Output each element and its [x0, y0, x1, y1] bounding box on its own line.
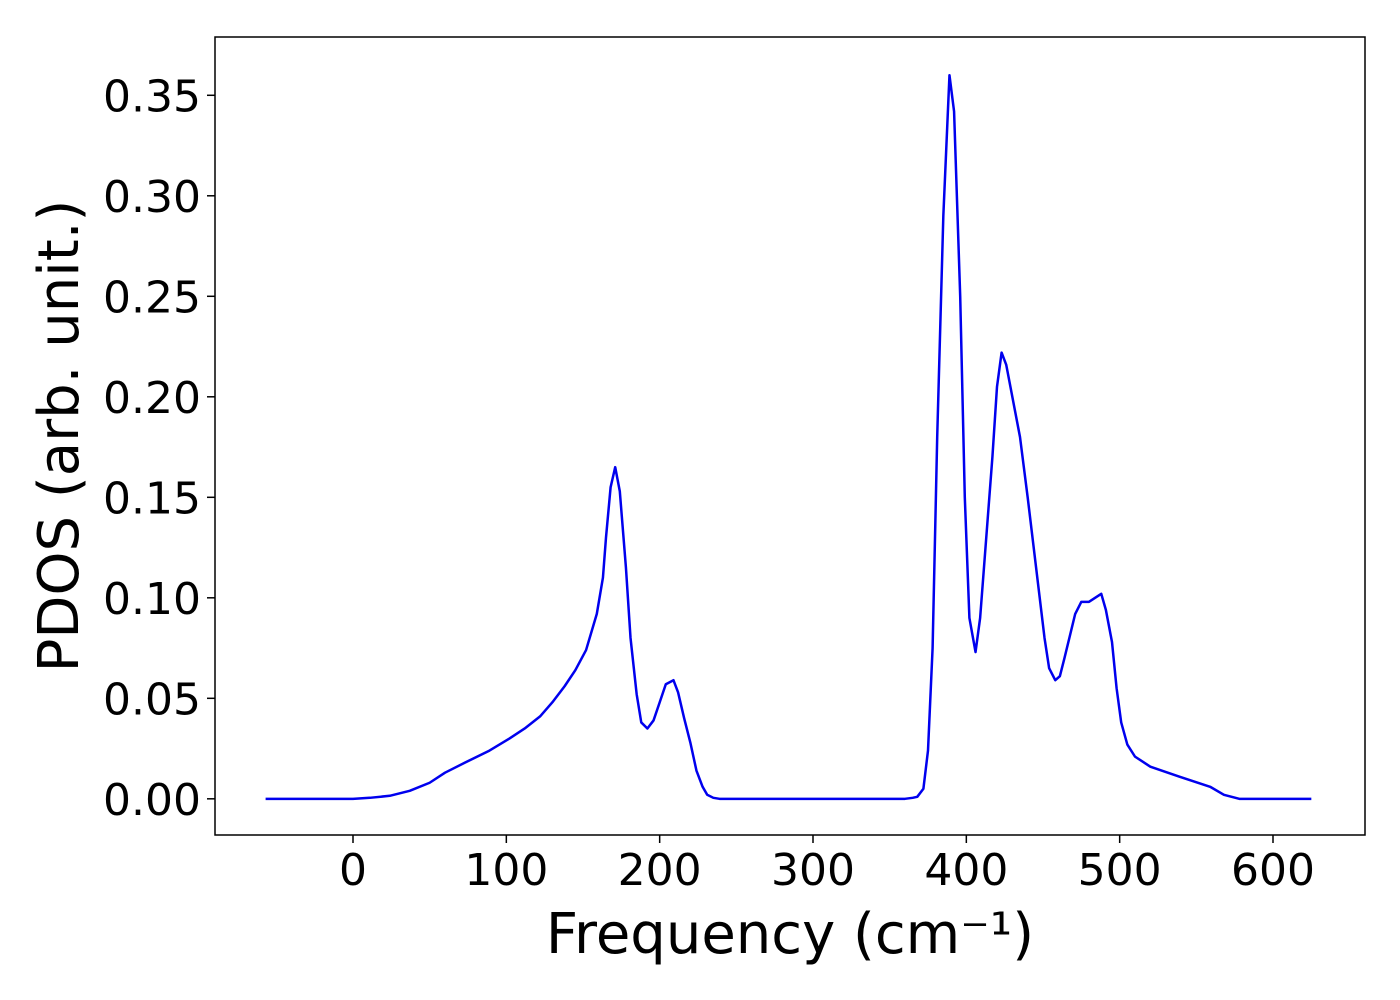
x-tick-label: 0: [339, 845, 367, 896]
y-tick-label: 0.10: [103, 574, 201, 625]
data-line: [265, 73, 1312, 801]
x-tick-label: 600: [1231, 845, 1315, 896]
y-tick-label: 0.20: [103, 373, 201, 424]
y-tick-label: 0.35: [103, 71, 201, 122]
y-tick-label: 0.30: [103, 172, 201, 223]
x-tick-label: 400: [924, 845, 1008, 896]
x-axis-label: Frequency (cm⁻¹): [546, 902, 1034, 967]
y-axis-label: PDOS (arb. unit.): [27, 200, 92, 673]
x-tick-label: 500: [1078, 845, 1162, 896]
x-tick-label: 100: [464, 845, 548, 896]
y-tick-label: 0.05: [103, 674, 201, 725]
x-tick-label: 300: [771, 845, 855, 896]
plot-frame: [214, 36, 1366, 836]
y-tick-label: 0.25: [103, 272, 201, 323]
y-tick-label: 0.00: [103, 775, 201, 826]
x-tick-label: 200: [618, 845, 702, 896]
y-tick-label: 0.15: [103, 473, 201, 524]
